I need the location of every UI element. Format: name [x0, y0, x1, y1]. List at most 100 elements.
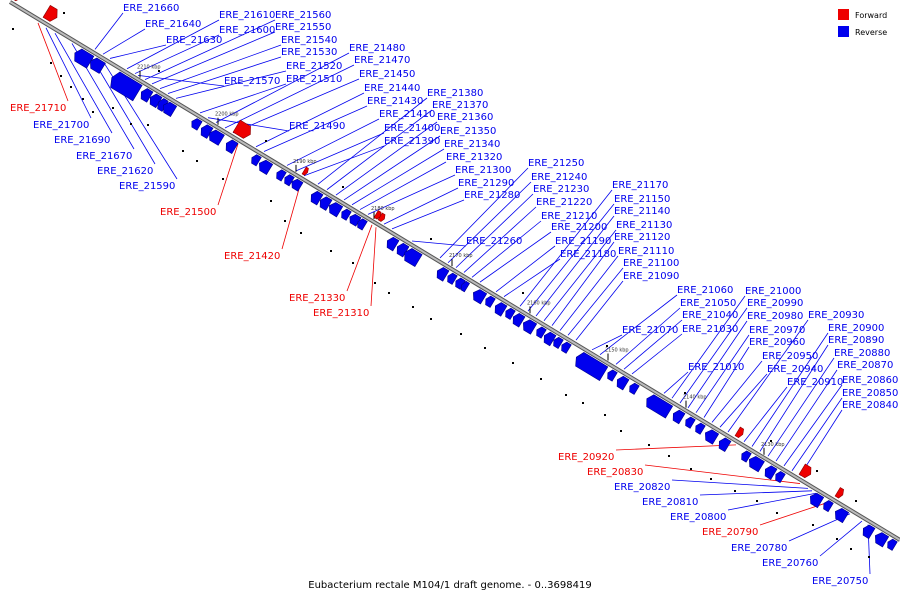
- reverse-gene-glyph[interactable]: [206, 128, 225, 146]
- gene-label[interactable]: ERE_21100: [623, 258, 679, 269]
- gene-label[interactable]: ERE_21480: [349, 43, 405, 54]
- gene-label[interactable]: ERE_21230: [533, 184, 589, 195]
- gene-label[interactable]: ERE_20920: [558, 452, 614, 463]
- reverse-gene-glyph[interactable]: [160, 100, 178, 117]
- reverse-gene-glyph[interactable]: [702, 428, 720, 445]
- reverse-gene-glyph[interactable]: [347, 213, 362, 227]
- gene-label[interactable]: ERE_21490: [289, 121, 345, 132]
- reverse-gene-glyph[interactable]: [459, 280, 470, 293]
- gene-label[interactable]: ERE_21170: [612, 180, 668, 191]
- gene-label[interactable]: ERE_21690: [54, 135, 110, 146]
- gene-label[interactable]: ERE_20940: [767, 364, 823, 375]
- gene-label[interactable]: ERE_21430: [367, 96, 423, 107]
- gene-label[interactable]: ERE_21560: [275, 10, 331, 21]
- gene-label[interactable]: ERE_21220: [536, 197, 592, 208]
- reverse-gene-glyph[interactable]: [762, 464, 778, 480]
- gene-label[interactable]: ERE_21610: [219, 10, 275, 21]
- gene-label[interactable]: ERE_21700: [33, 120, 89, 131]
- reverse-gene-glyph[interactable]: [483, 295, 496, 308]
- gene-label[interactable]: ERE_20850: [842, 388, 898, 399]
- gene-label[interactable]: ERE_21570: [224, 76, 280, 87]
- reverse-gene-glyph[interactable]: [147, 92, 163, 109]
- reverse-gene-glyph[interactable]: [572, 350, 609, 381]
- reverse-gene-glyph[interactable]: [746, 454, 765, 473]
- gene-label[interactable]: ERE_20840: [842, 400, 898, 411]
- reverse-gene-glyph[interactable]: [605, 368, 618, 382]
- gene-label[interactable]: ERE_21470: [354, 55, 410, 66]
- reverse-gene-glyph[interactable]: [317, 195, 333, 211]
- gene-label[interactable]: ERE_21590: [119, 181, 175, 192]
- gene-label[interactable]: ERE_21440: [364, 83, 420, 94]
- reverse-gene-glyph[interactable]: [551, 336, 564, 349]
- reverse-gene-glyph[interactable]: [434, 266, 450, 282]
- gene-label[interactable]: ERE_21420: [224, 251, 280, 262]
- gene-label[interactable]: ERE_21630: [166, 35, 222, 46]
- forward-gene-glyph[interactable]: [373, 210, 382, 220]
- reverse-gene-glyph[interactable]: [71, 47, 95, 69]
- gene-label[interactable]: ERE_20790: [702, 527, 758, 538]
- gene-label[interactable]: ERE_21180: [560, 249, 616, 260]
- reverse-gene-glyph[interactable]: [860, 523, 876, 540]
- gene-label[interactable]: ERE_21250: [528, 158, 584, 169]
- reverse-gene-glyph[interactable]: [470, 287, 488, 305]
- gene-label[interactable]: ERE_20910: [787, 377, 843, 388]
- reverse-gene-glyph[interactable]: [249, 153, 262, 167]
- gene-label[interactable]: ERE_20900: [828, 323, 884, 334]
- gene-label[interactable]: ERE_20950: [762, 351, 818, 362]
- gene-label[interactable]: ERE_21210: [541, 211, 597, 222]
- reverse-gene-glyph[interactable]: [339, 208, 352, 221]
- reverse-gene-glyph[interactable]: [534, 326, 547, 339]
- reverse-gene-glyph[interactable]: [189, 117, 203, 131]
- reverse-gene-glyph[interactable]: [643, 393, 674, 419]
- gene-label[interactable]: ERE_21290: [458, 178, 514, 189]
- reverse-gene-glyph[interactable]: [274, 168, 287, 182]
- gene-label[interactable]: ERE_21660: [123, 3, 179, 14]
- gene-label[interactable]: ERE_21300: [455, 165, 511, 176]
- gene-label[interactable]: ERE_21060: [677, 285, 733, 296]
- gene-label[interactable]: ERE_21110: [618, 246, 674, 257]
- reverse-gene-glyph[interactable]: [739, 449, 752, 463]
- gene-label[interactable]: ERE_21330: [289, 293, 345, 304]
- gene-label[interactable]: ERE_20880: [834, 348, 890, 359]
- forward-gene-glyph[interactable]: [301, 166, 310, 176]
- reverse-gene-glyph[interactable]: [510, 312, 526, 328]
- gene-label[interactable]: ERE_21310: [313, 308, 369, 319]
- reverse-gene-glyph[interactable]: [773, 470, 786, 484]
- gene-label[interactable]: ERE_21500: [160, 207, 216, 218]
- reverse-gene-glyph[interactable]: [872, 530, 890, 548]
- gene-label[interactable]: ERE_21150: [614, 194, 670, 205]
- reverse-gene-glyph[interactable]: [445, 272, 458, 285]
- gene-label[interactable]: ERE_20860: [842, 375, 898, 386]
- reverse-gene-glyph[interactable]: [138, 87, 154, 103]
- gene-label[interactable]: ERE_20750: [812, 576, 868, 587]
- gene-label[interactable]: ERE_21190: [555, 236, 611, 247]
- gene-label[interactable]: ERE_21450: [359, 69, 415, 80]
- reverse-gene-glyph[interactable]: [492, 301, 508, 317]
- reverse-gene-glyph[interactable]: [401, 246, 423, 268]
- gene-label[interactable]: ERE_21670: [76, 151, 132, 162]
- gene-label[interactable]: ERE_20930: [808, 310, 864, 321]
- reverse-gene-glyph[interactable]: [223, 138, 239, 155]
- gene-label[interactable]: ERE_21040: [682, 310, 738, 321]
- reverse-gene-glyph[interactable]: [198, 123, 214, 139]
- reverse-gene-glyph[interactable]: [627, 382, 640, 395]
- gene-label[interactable]: ERE_21240: [531, 172, 587, 183]
- reverse-gene-glyph[interactable]: [559, 341, 572, 354]
- gene-label[interactable]: ERE_21640: [145, 19, 201, 30]
- reverse-gene-glyph[interactable]: [282, 173, 295, 187]
- gene-label[interactable]: ERE_21400: [384, 123, 440, 134]
- reverse-gene-glyph[interactable]: [155, 97, 169, 112]
- reverse-gene-glyph[interactable]: [503, 307, 516, 320]
- gene-label[interactable]: ERE_21280: [464, 190, 520, 201]
- gene-label[interactable]: ERE_21510: [286, 74, 342, 85]
- reverse-gene-glyph[interactable]: [384, 235, 400, 252]
- gene-label[interactable]: ERE_21600: [219, 25, 275, 36]
- gene-label[interactable]: ERE_21550: [275, 22, 331, 33]
- gene-label[interactable]: ERE_21620: [97, 166, 153, 177]
- forward-gene-glyph[interactable]: [42, 4, 61, 23]
- gene-label[interactable]: ERE_20970: [749, 325, 805, 336]
- gene-label[interactable]: ERE_20760: [762, 558, 818, 569]
- reverse-gene-glyph[interactable]: [394, 242, 410, 258]
- gene-label[interactable]: ERE_20800: [670, 512, 726, 523]
- gene-label[interactable]: ERE_21000: [745, 286, 801, 297]
